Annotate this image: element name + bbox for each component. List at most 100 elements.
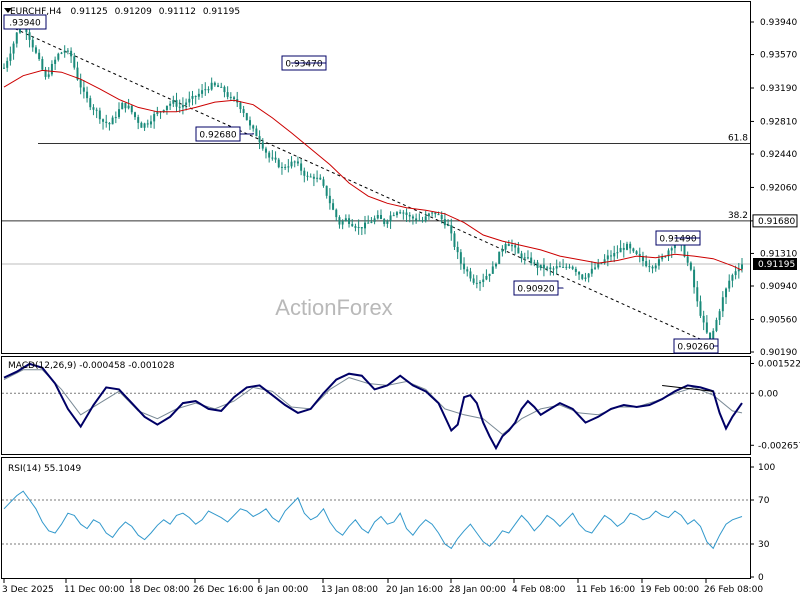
- price-candle-body: [639, 254, 641, 256]
- price-candle-body: [383, 219, 385, 224]
- price-candle-body: [9, 54, 11, 61]
- price-candle-body: [140, 123, 142, 128]
- price-candle-body: [179, 107, 181, 108]
- price-candle-body: [287, 166, 289, 167]
- price-candle-body: [230, 97, 232, 98]
- price-candle-body: [581, 275, 583, 279]
- price-candle-body: [514, 245, 516, 247]
- price-candle-body: [262, 142, 264, 148]
- time-axis-tick-label: 19 Feb 00:00: [640, 585, 699, 595]
- price-candle-body: [540, 265, 542, 268]
- time-axis-tick-label: 11 Dec 00:00: [64, 585, 125, 595]
- price-candle-body: [57, 54, 59, 60]
- price-candle-body: [351, 224, 353, 226]
- price-candle-body: [386, 221, 388, 224]
- low-value: 0.91112: [159, 7, 196, 17]
- price-candle-body: [444, 219, 446, 225]
- price-candle-body: [731, 275, 733, 281]
- price-candle-body: [13, 44, 15, 54]
- price-candle-body: [572, 267, 574, 269]
- price-candle-body: [265, 149, 267, 153]
- price-candle-body: [549, 267, 551, 269]
- fib-price-tag-label: 0.91680: [758, 217, 795, 227]
- price-candle-body: [508, 244, 510, 246]
- price-candle-body: [48, 74, 50, 76]
- price-candle-body: [374, 218, 376, 221]
- price-candle-body: [246, 113, 248, 120]
- price-candle-body: [201, 90, 203, 94]
- price-axis-tick-label: 0.92060: [760, 183, 797, 193]
- time-axis-tick-label: 20 Jan 16:00: [386, 585, 443, 595]
- price-candle-body: [370, 222, 372, 223]
- price-candle-body: [188, 99, 190, 103]
- price-candle-body: [591, 269, 593, 274]
- price-candle-body: [546, 267, 548, 268]
- price-candle-body: [227, 92, 229, 97]
- macd-axis-tick-label: 0.00: [758, 389, 778, 399]
- price-candle-body: [83, 87, 85, 91]
- price-candle-body: [489, 274, 491, 276]
- price-candle-body: [255, 129, 257, 137]
- price-candle-body: [584, 278, 586, 279]
- price-candle-body: [128, 106, 130, 109]
- price-candle-body: [182, 105, 184, 107]
- symbol-label: EURCHF,H4: [10, 7, 62, 17]
- price-candle-body: [214, 83, 216, 86]
- price-candle-body: [92, 107, 94, 110]
- price-candle-body: [16, 33, 18, 44]
- price-candle-body: [243, 109, 245, 113]
- price-candle-body: [307, 176, 309, 177]
- price-candle-body: [616, 252, 618, 253]
- macd-label: MACD(12,26,9) -0.000458 -0.001028: [8, 361, 175, 371]
- price-candle-body: [485, 276, 487, 279]
- price-candle-body: [636, 251, 638, 254]
- price-candle-body: [428, 214, 430, 217]
- price-candle-body: [537, 262, 539, 268]
- price-candle-body: [80, 80, 82, 88]
- price-axis-tick-label: 0.93570: [760, 51, 797, 61]
- price-candle-body: [530, 258, 532, 264]
- price-candle-body: [396, 212, 398, 215]
- price-candle-body: [300, 163, 302, 170]
- price-candle-body: [402, 213, 404, 214]
- price-candle-body: [70, 51, 72, 57]
- price-candle-body: [64, 51, 66, 53]
- price-candle-body: [620, 248, 622, 252]
- price-candle-body: [102, 119, 104, 122]
- price-candle-body: [329, 196, 331, 203]
- price-candle-body: [61, 53, 63, 54]
- price-candle-body: [6, 61, 8, 68]
- price-callout-label: 0.91490: [659, 235, 696, 245]
- price-candle-body: [271, 158, 273, 159]
- price-candle-body: [699, 301, 701, 316]
- price-candle-body: [326, 186, 328, 196]
- price-candle-body: [556, 266, 558, 268]
- price-candle-body: [259, 136, 261, 142]
- price-candle-body: [418, 220, 420, 221]
- price-candle-body: [652, 267, 654, 269]
- price-candle-body: [399, 212, 401, 213]
- price-candle-body: [457, 247, 459, 252]
- price-candle-body: [645, 261, 647, 266]
- price-candle-body: [137, 117, 139, 123]
- price-candle-body: [722, 297, 724, 311]
- price-candle-body: [134, 112, 136, 117]
- price-candle-body: [735, 271, 737, 275]
- price-candle-body: [390, 215, 392, 221]
- price-candle-body: [313, 177, 315, 179]
- price-candle-body: [191, 96, 193, 99]
- price-candle-body: [67, 51, 69, 52]
- price-candle-body: [121, 103, 123, 109]
- price-candle-body: [463, 264, 465, 270]
- last-price-tag-label: 0.91195: [758, 260, 795, 270]
- price-candle-body: [166, 106, 168, 110]
- price-axis-tick-label: 0.92440: [760, 150, 797, 160]
- time-axis-tick-label: 26 Feb 08:00: [704, 585, 763, 595]
- price-candle-body: [249, 120, 251, 125]
- price-candle-body: [86, 92, 88, 98]
- price-candle-body: [600, 263, 602, 264]
- price-candle-body: [291, 162, 293, 167]
- price-axis-tick-label: 0.91310: [760, 249, 797, 259]
